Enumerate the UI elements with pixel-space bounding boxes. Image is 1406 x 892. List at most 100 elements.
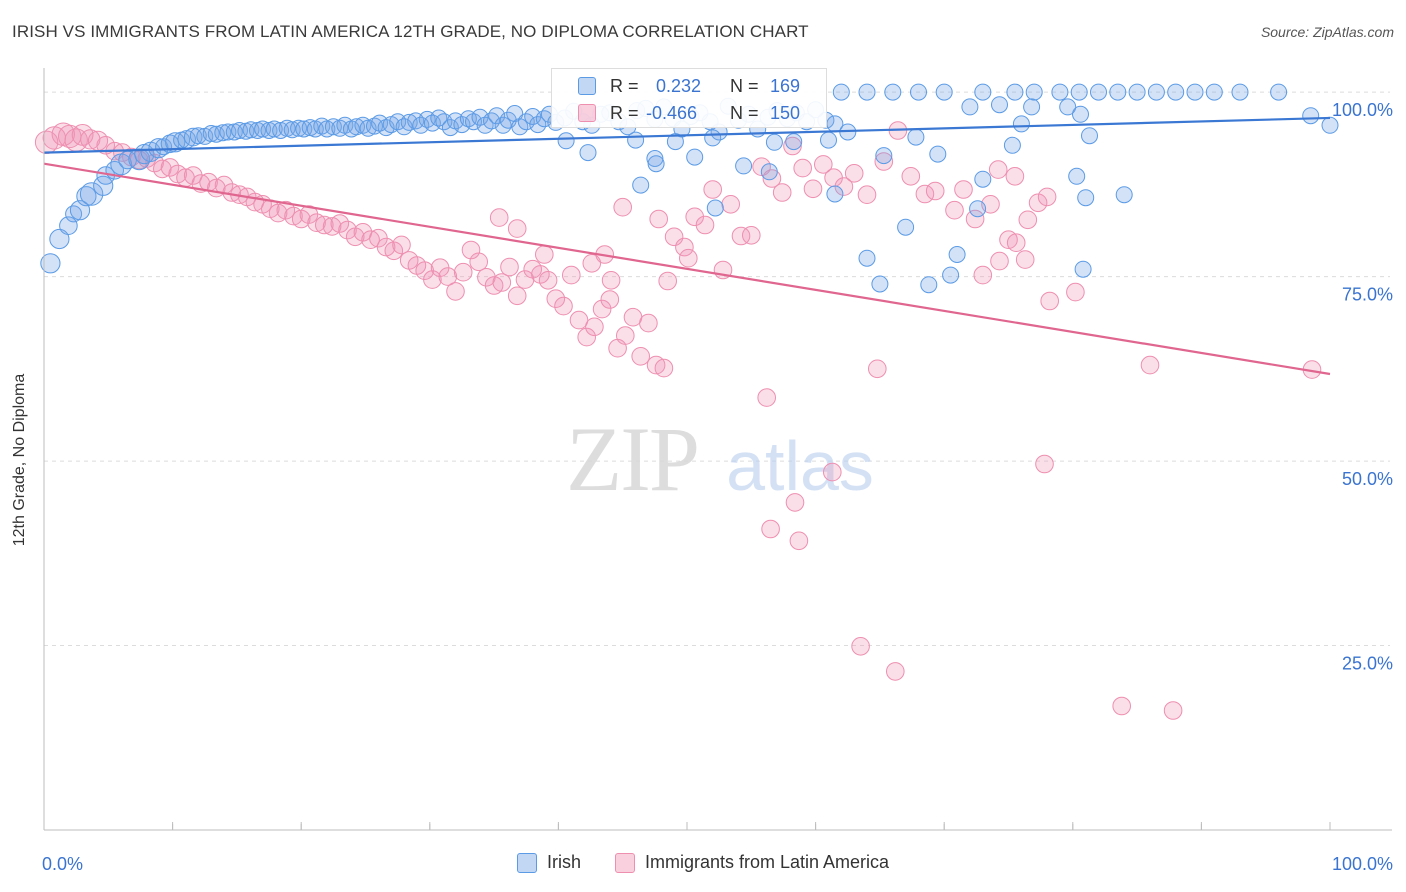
latin-point: [886, 662, 905, 681]
irish-point: [858, 83, 876, 101]
irish-point: [265, 120, 283, 138]
irish-point: [1077, 189, 1095, 207]
latin-point: [639, 313, 658, 333]
irish-point: [128, 148, 151, 171]
irish-point: [1128, 83, 1146, 101]
irish-point: [1147, 83, 1165, 101]
latin-point: [925, 181, 945, 201]
irish-r-value: 0.232: [656, 75, 702, 96]
latin-point: [507, 219, 527, 238]
irish-point: [40, 253, 61, 274]
latin-point: [423, 270, 442, 289]
latin-point: [322, 217, 342, 236]
latin-point: [1163, 701, 1183, 720]
watermark-zip: ZIP: [566, 408, 698, 510]
latin-point: [276, 200, 296, 220]
latin-point: [901, 167, 921, 186]
irish-point: [1072, 105, 1089, 123]
latin-swatch: [578, 104, 596, 122]
latin-point: [757, 388, 777, 407]
latin-point: [679, 248, 698, 268]
irish-point: [871, 275, 889, 293]
irish-point: [1023, 98, 1041, 116]
latin-point: [469, 252, 489, 272]
latin-point: [772, 183, 792, 202]
latin-point: [461, 240, 481, 260]
irish-point: [1270, 83, 1288, 101]
irish-point: [1115, 186, 1133, 204]
latin-point: [1006, 233, 1026, 252]
latin-point: [721, 195, 741, 214]
latin-point: [973, 265, 993, 285]
latin-point: [814, 155, 833, 174]
latin-point: [1015, 250, 1035, 269]
irish-n-label: N =: [730, 75, 759, 96]
irish-point: [1070, 83, 1088, 101]
latin-point: [654, 358, 674, 378]
legend-label-irish: Irish: [546, 852, 581, 872]
latin-point: [631, 347, 651, 366]
legend-item-latin[interactable]: Immigrants from Latin America: [614, 852, 890, 873]
latin-point: [446, 282, 465, 301]
irish-point: [991, 96, 1008, 114]
irish-point: [735, 157, 753, 175]
legend-swatch-irish: [516, 852, 537, 873]
irish-point: [935, 83, 953, 101]
latin-point: [569, 310, 589, 330]
irish-point: [49, 228, 70, 250]
irish-point: [155, 138, 173, 156]
stats-row-latin: R = -0.466 N = 150: [552, 100, 828, 126]
irish-point: [1109, 83, 1127, 101]
latin-point: [981, 195, 1000, 214]
latin-point: [160, 158, 180, 177]
irish-point: [820, 131, 837, 149]
latin-point: [183, 166, 203, 185]
latin-point: [990, 251, 1009, 271]
irish-point: [506, 105, 524, 122]
irish-point: [1012, 115, 1030, 133]
irish-point: [189, 127, 207, 145]
y-tick-label: 100.0%: [1332, 100, 1393, 120]
stats-row-irish: R = 0.232 N = 169: [552, 73, 828, 99]
irish-point: [76, 186, 97, 207]
y-tick-label: 50.0%: [1342, 469, 1393, 489]
irish-point: [529, 116, 547, 134]
latin-n-label: N =: [730, 102, 759, 123]
irish-point: [884, 83, 902, 101]
grid-layer: [44, 91, 1390, 647]
irish-point: [557, 132, 575, 150]
irish-point: [920, 276, 938, 294]
latin-trend-line: [43, 162, 1331, 376]
latin-point: [761, 519, 780, 539]
latin-point: [1018, 210, 1038, 230]
trend-layer: [43, 116, 1331, 376]
irish-point: [65, 205, 83, 223]
irish-point: [969, 200, 987, 218]
latin-point: [954, 180, 973, 199]
irish-point: [929, 145, 947, 163]
irish-point: [254, 120, 272, 138]
latin-point: [307, 213, 326, 232]
irish-point: [1068, 167, 1086, 185]
irish-point: [1003, 136, 1021, 154]
latin-point: [145, 153, 164, 173]
stats-legend: R = 0.232 N = 169 R = -0.466 N = 150: [551, 68, 827, 128]
irish-point: [1167, 83, 1185, 101]
irish-point: [1205, 83, 1223, 101]
latin-point: [1035, 454, 1054, 474]
legend-label-latin: Immigrants from Latin America: [644, 852, 890, 872]
latin-point: [315, 215, 334, 235]
irish-point: [1090, 83, 1107, 101]
latin-points-layer: [34, 121, 1322, 720]
latin-point: [695, 215, 715, 235]
irish-point: [974, 83, 992, 101]
legend-item-irish[interactable]: Irish: [516, 852, 581, 873]
axis-layer: 100.0% 75.0% 50.0% 25.0% 0.0% 100.0%: [42, 68, 1393, 874]
latin-point: [577, 327, 597, 347]
irish-point: [632, 176, 650, 194]
irish-r-label: R =: [610, 75, 639, 96]
latin-point: [1112, 696, 1131, 716]
irish-point: [1006, 83, 1024, 101]
irish-point: [59, 216, 78, 235]
